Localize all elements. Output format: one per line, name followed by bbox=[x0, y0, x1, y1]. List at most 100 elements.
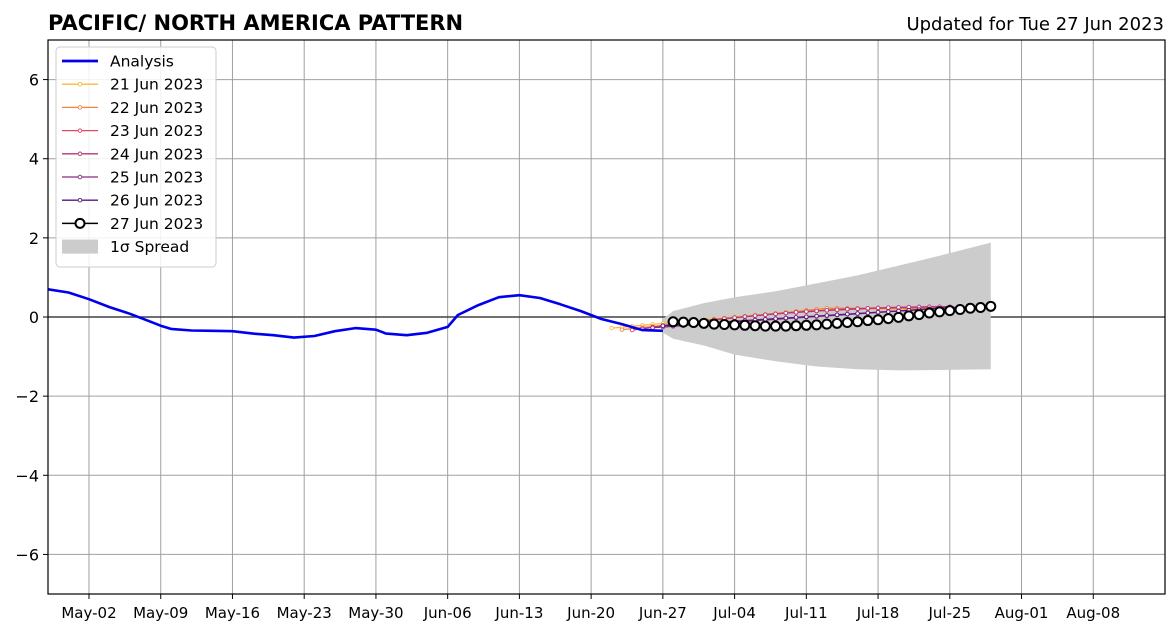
x-tick-label: May-16 bbox=[205, 604, 260, 622]
chart-title: PACIFIC/ NORTH AMERICA PATTERN bbox=[48, 11, 463, 35]
forecast-point bbox=[609, 325, 614, 331]
latest-forecast-point bbox=[688, 317, 700, 329]
forecast-point bbox=[855, 311, 860, 316]
latest-forecast-point bbox=[841, 317, 853, 329]
forecast-point bbox=[804, 309, 809, 314]
legend-box bbox=[55, 46, 217, 268]
latest-forecast-point bbox=[718, 319, 730, 331]
legend-swatch-marker bbox=[74, 217, 86, 229]
x-tick-label: Jun-06 bbox=[423, 604, 472, 622]
latest-forecast-point bbox=[698, 317, 710, 329]
plot-series bbox=[48, 242, 997, 371]
latest-forecast-point bbox=[944, 305, 956, 317]
x-tick-label: May-09 bbox=[133, 604, 188, 622]
legend-entry: 1σ Spread bbox=[62, 238, 189, 256]
y-tick-label: −6 bbox=[15, 545, 39, 564]
latest-forecast-point bbox=[800, 319, 812, 331]
forecast-point bbox=[834, 307, 840, 312]
latest-forecast-point bbox=[667, 316, 679, 328]
forecast-point bbox=[783, 315, 789, 321]
x-tick-label: Jul-25 bbox=[927, 604, 971, 622]
x-tick-label: Aug-01 bbox=[995, 604, 1049, 622]
legend-label: 22 Jun 2023 bbox=[110, 99, 203, 117]
latest-forecast-point bbox=[862, 315, 874, 327]
forecast-point bbox=[875, 309, 881, 315]
legend-entry: 23 Jun 2023 bbox=[62, 122, 203, 140]
legend-label: Analysis bbox=[110, 53, 174, 71]
latest-forecast-point bbox=[780, 320, 792, 332]
latest-forecast-point bbox=[954, 303, 966, 315]
legend-label: 21 Jun 2023 bbox=[110, 76, 203, 94]
latest-forecast-point bbox=[708, 318, 720, 330]
legend-entry: Analysis bbox=[62, 53, 174, 71]
legend-swatch-marker bbox=[77, 105, 83, 110]
latest-forecast-point bbox=[770, 320, 782, 332]
latest-forecast-point bbox=[852, 316, 864, 328]
legend-label: 1σ Spread bbox=[110, 238, 189, 256]
latest-forecast-point bbox=[821, 318, 833, 330]
latest-forecast-point bbox=[903, 310, 915, 322]
x-tick-label: Jun-13 bbox=[494, 604, 543, 622]
legend: Analysis 21 Jun 2023 22 Jun 2023 23 Jun 202… bbox=[55, 46, 217, 268]
forecast-point bbox=[773, 316, 778, 321]
y-tick-label: −2 bbox=[15, 387, 39, 406]
legend-swatch-spread bbox=[62, 239, 98, 254]
forecast-point bbox=[752, 313, 758, 318]
legend-label: 23 Jun 2023 bbox=[110, 122, 203, 140]
legend-swatch-marker bbox=[77, 197, 83, 203]
forecast-point bbox=[814, 308, 819, 314]
legend-label: 24 Jun 2023 bbox=[110, 145, 203, 163]
legend-swatch-marker bbox=[77, 174, 83, 180]
x-tick-label: Jul-04 bbox=[712, 604, 756, 622]
x-tick-label: May-23 bbox=[277, 604, 332, 622]
forecast-point bbox=[619, 327, 625, 332]
legend-swatch-marker bbox=[77, 128, 83, 133]
legend-label: 25 Jun 2023 bbox=[110, 169, 203, 187]
x-tick-label: Jul-11 bbox=[784, 604, 828, 622]
x-tick-label: Jul-18 bbox=[856, 604, 900, 622]
forecast-point bbox=[865, 306, 871, 311]
latest-forecast-point bbox=[872, 314, 884, 326]
x-tick-label: Jun-20 bbox=[566, 604, 615, 622]
x-tick-label: May-30 bbox=[348, 604, 403, 622]
latest-forecast-point bbox=[923, 307, 935, 319]
latest-forecast-point bbox=[893, 311, 905, 323]
latest-forecast-point bbox=[739, 319, 751, 331]
forecast-point bbox=[845, 311, 850, 317]
legend-swatch-marker bbox=[77, 81, 83, 87]
latest-forecast-point bbox=[934, 306, 946, 318]
forecast-point bbox=[834, 312, 840, 318]
forecast-point bbox=[793, 315, 799, 320]
forecast-point bbox=[875, 305, 881, 311]
legend-label: 27 Jun 2023 bbox=[110, 215, 203, 233]
forecast-point bbox=[742, 314, 748, 319]
chart-subtitle: Updated for Tue 27 Jun 2023 bbox=[906, 14, 1164, 35]
latest-forecast-point bbox=[677, 316, 689, 328]
forecast-point bbox=[783, 310, 789, 316]
x-tick-label: May-02 bbox=[61, 604, 116, 622]
forecast-point bbox=[773, 311, 778, 317]
legend-entry: 25 Jun 2023 bbox=[62, 169, 203, 187]
latest-forecast-point bbox=[882, 313, 894, 325]
forecast-point bbox=[824, 313, 830, 318]
forecast-point bbox=[865, 310, 871, 316]
plot-area: −6 −4 −2 0 2 4 6 May-02 May-09 May-16 May-23 May-30… bbox=[15, 39, 1166, 622]
y-tick-label: 6 bbox=[29, 71, 39, 90]
latest-forecast-point bbox=[985, 300, 997, 312]
forecast-point bbox=[886, 305, 891, 310]
forecast-point bbox=[763, 312, 768, 317]
legend-entry: 21 Jun 2023 bbox=[62, 76, 203, 94]
forecast-point bbox=[896, 305, 901, 310]
legend-entry: 22 Jun 2023 bbox=[62, 99, 203, 117]
legend-entry: 24 Jun 2023 bbox=[62, 145, 203, 163]
x-tick-label: Jun-27 bbox=[638, 604, 687, 622]
legend-label: 26 Jun 2023 bbox=[110, 192, 203, 210]
y-tick-label: 0 bbox=[29, 308, 39, 327]
forecast-point bbox=[824, 308, 830, 313]
forecast-point bbox=[650, 325, 655, 330]
latest-forecast-point bbox=[975, 302, 987, 314]
latest-forecast-point bbox=[831, 317, 843, 329]
forecast-point bbox=[886, 309, 891, 314]
latest-forecast-point bbox=[790, 320, 802, 332]
